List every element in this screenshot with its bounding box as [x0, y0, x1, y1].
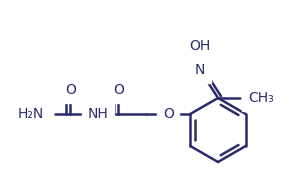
Text: O: O: [163, 107, 174, 121]
Text: OH: OH: [189, 39, 211, 53]
Text: O: O: [113, 83, 124, 97]
Text: NH: NH: [88, 107, 109, 121]
Text: O: O: [65, 83, 76, 97]
Text: CH₃: CH₃: [248, 91, 274, 105]
Text: H₂N: H₂N: [18, 107, 44, 121]
Text: N: N: [195, 63, 205, 77]
